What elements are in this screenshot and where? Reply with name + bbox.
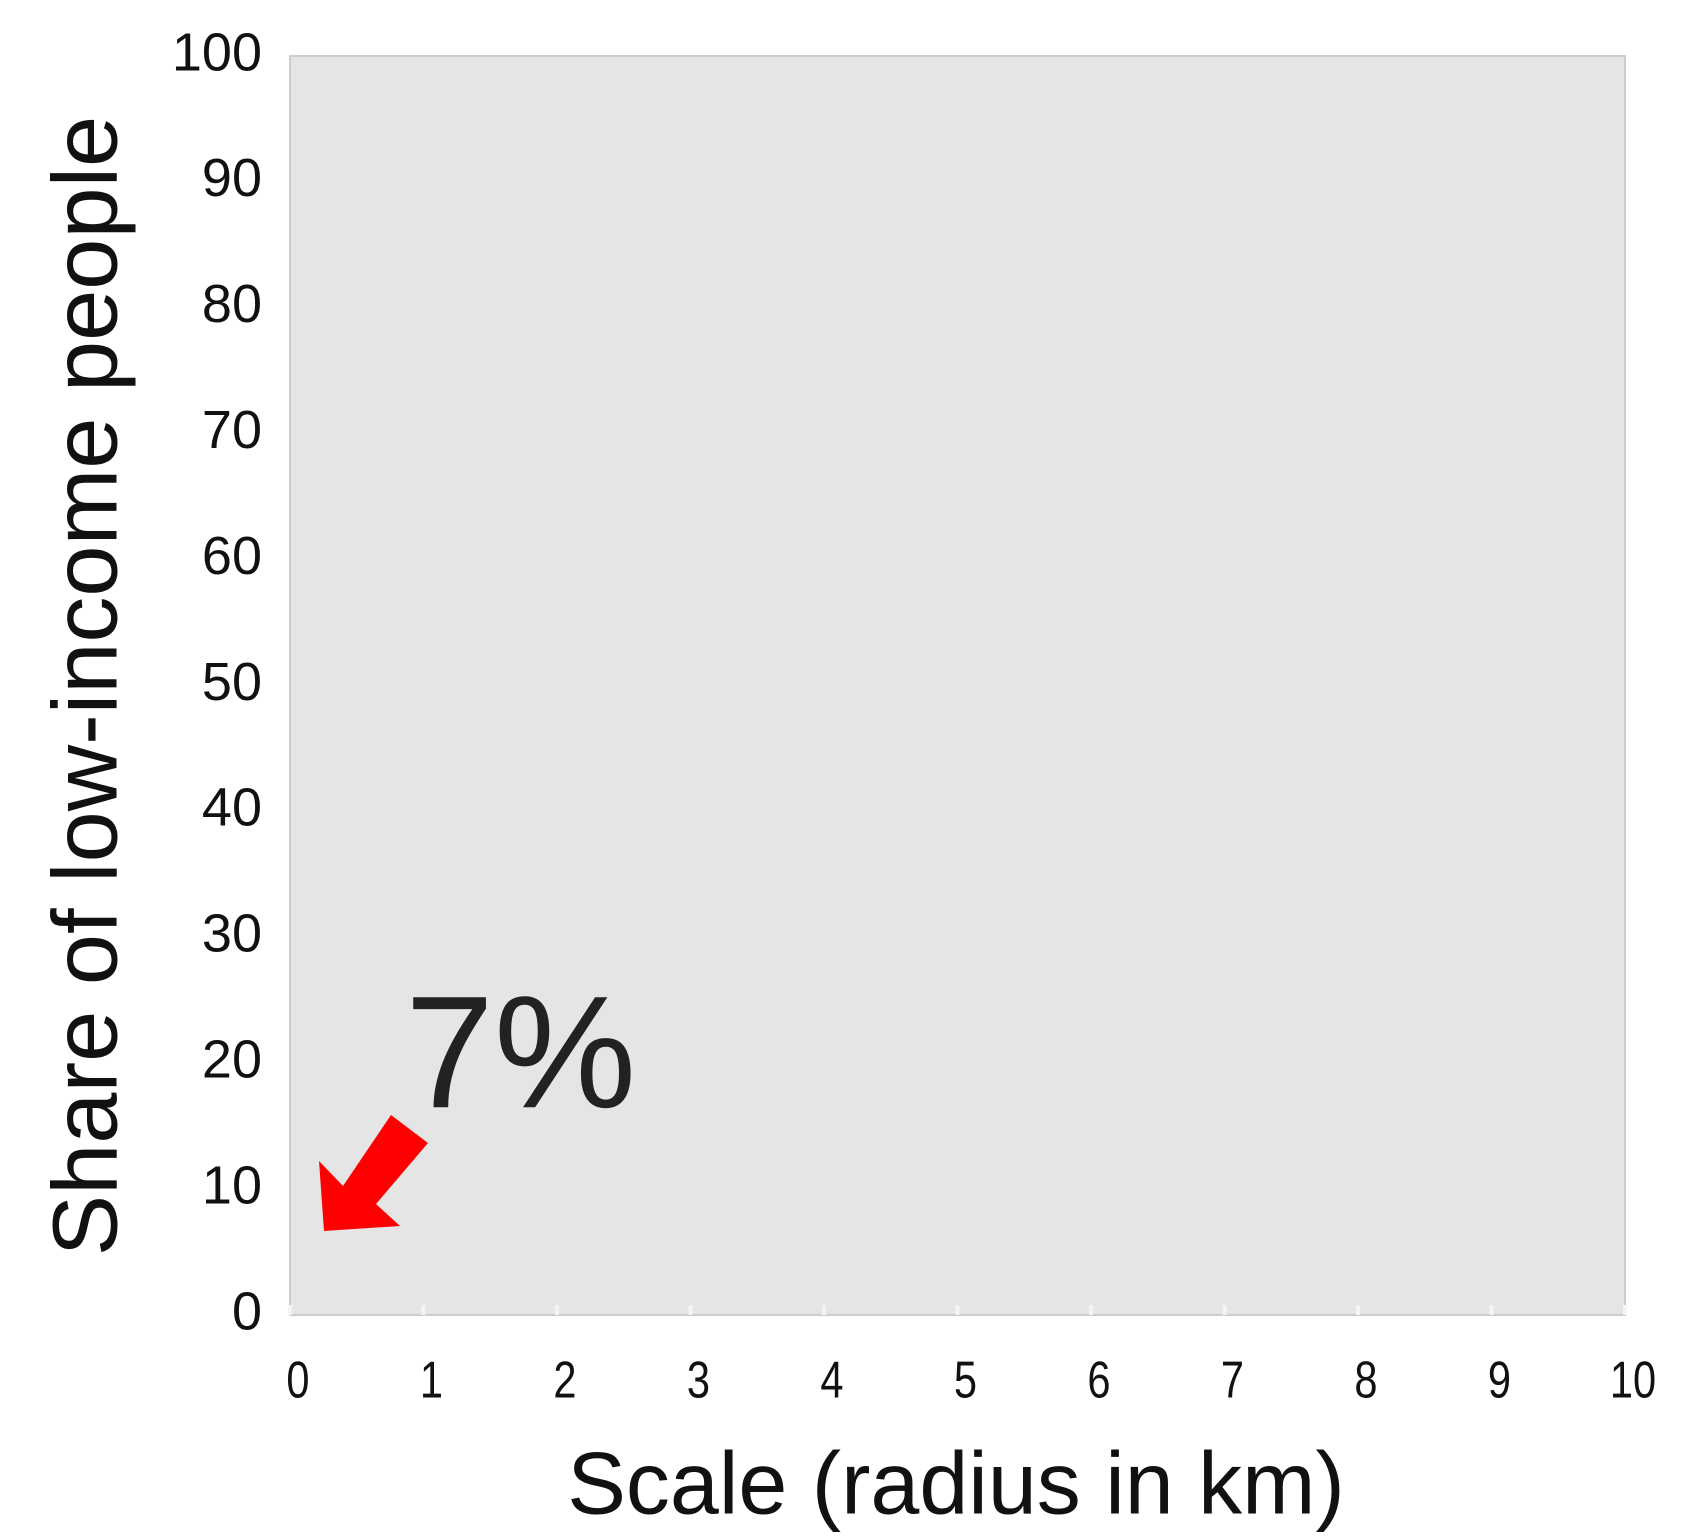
x-tick-label: 3 <box>687 1350 710 1409</box>
y-tick-label: 10 <box>202 1155 262 1215</box>
y-tick-label: 40 <box>202 778 262 838</box>
x-tick-label: 8 <box>1354 1350 1377 1409</box>
plot-area <box>289 55 1626 1316</box>
y-tick-label: 60 <box>202 526 262 586</box>
x-tick-label: 10 <box>1610 1350 1656 1409</box>
x-tick-label: 2 <box>553 1350 576 1409</box>
y-tick-label: 100 <box>172 22 262 82</box>
y-tick-label: 0 <box>232 1281 262 1341</box>
x-axis-label: Scale (radius in km) <box>567 1433 1345 1532</box>
y-axis-label: Share of low-income people <box>34 116 136 1256</box>
x-tick-label: 0 <box>286 1350 309 1409</box>
x-tick-label: 7 <box>1221 1350 1244 1409</box>
y-tick-label: 20 <box>202 1029 262 1089</box>
annotation: 7% <box>405 962 636 1141</box>
y-tick-label: 50 <box>202 652 262 712</box>
x-tick-label: 4 <box>820 1350 843 1409</box>
annotation-arrow <box>319 1115 428 1231</box>
x-tick-label: 6 <box>1087 1350 1110 1409</box>
y-tick-label: 90 <box>202 148 262 208</box>
y-tick-label: 70 <box>202 400 262 460</box>
y-tick-label: 80 <box>202 274 262 334</box>
x-tick-label: 5 <box>954 1350 977 1409</box>
y-tick-label: 30 <box>202 904 262 964</box>
x-tick-label: 1 <box>420 1350 443 1409</box>
x-tick-label: 9 <box>1488 1350 1511 1409</box>
